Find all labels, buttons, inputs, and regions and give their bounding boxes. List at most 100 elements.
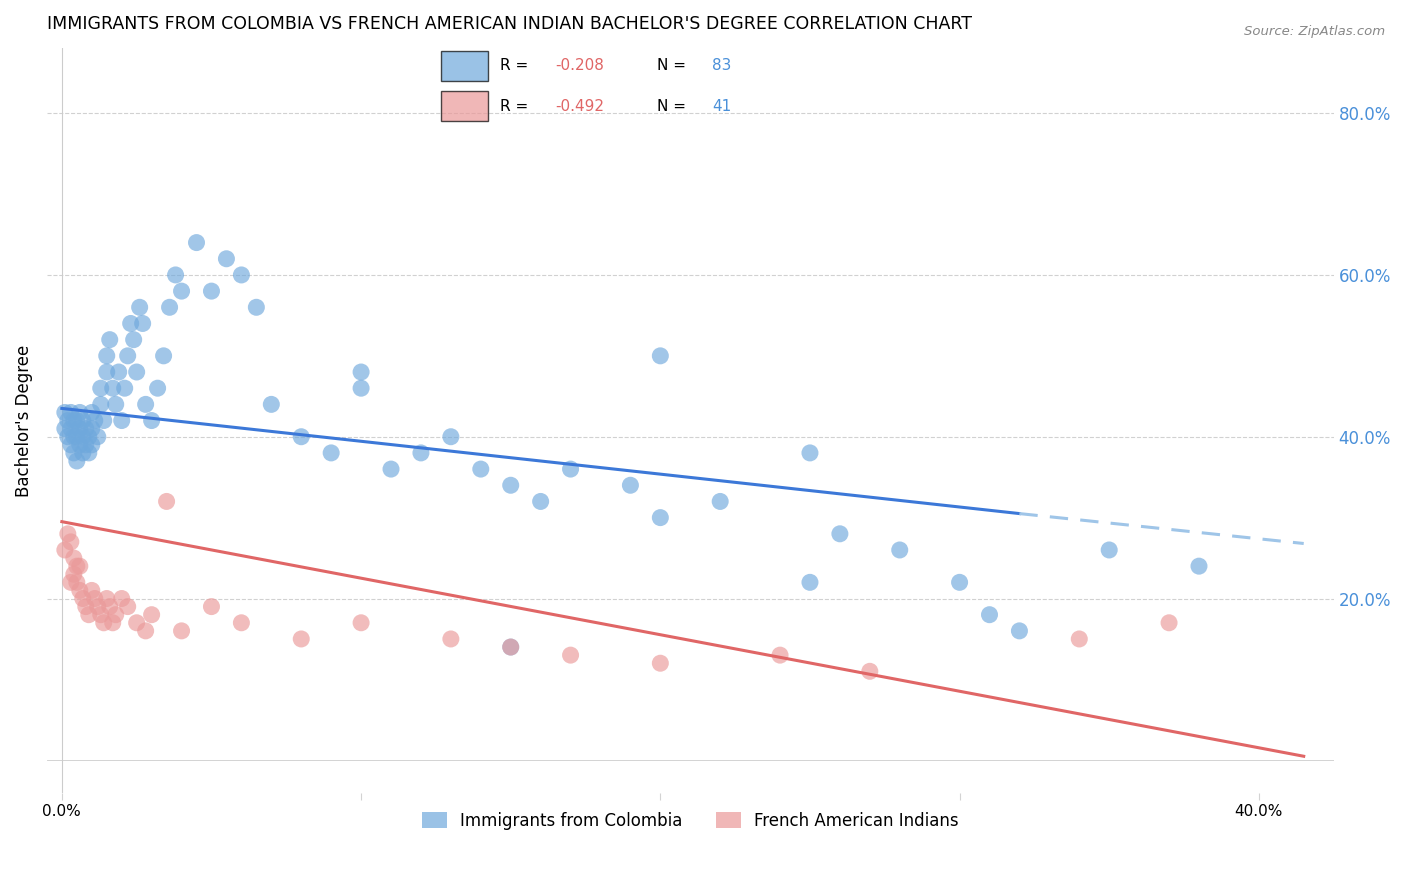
Text: -0.492: -0.492: [555, 98, 603, 113]
Text: IMMIGRANTS FROM COLOMBIA VS FRENCH AMERICAN INDIAN BACHELOR'S DEGREE CORRELATION: IMMIGRANTS FROM COLOMBIA VS FRENCH AMERI…: [46, 15, 972, 33]
Point: [231, 268, 253, 282]
Point: [117, 349, 139, 363]
Point: [90, 397, 112, 411]
Point: [75, 422, 97, 436]
Point: [101, 381, 124, 395]
Point: [200, 599, 222, 614]
Point: [59, 422, 82, 436]
Text: -0.208: -0.208: [555, 58, 603, 73]
Point: [59, 438, 82, 452]
Point: [619, 478, 641, 492]
Point: [53, 422, 76, 436]
Point: [83, 413, 105, 427]
Point: [114, 381, 136, 395]
Point: [66, 559, 89, 574]
Point: [155, 494, 177, 508]
Point: [799, 446, 821, 460]
Point: [1188, 559, 1211, 574]
Point: [98, 599, 121, 614]
Point: [83, 591, 105, 606]
Point: [77, 446, 100, 460]
Point: [350, 381, 373, 395]
Point: [69, 583, 91, 598]
Point: [63, 413, 86, 427]
Point: [245, 301, 267, 315]
Point: [66, 413, 89, 427]
Point: [59, 534, 82, 549]
Point: [260, 397, 283, 411]
Point: [499, 478, 522, 492]
Point: [470, 462, 492, 476]
Text: 41: 41: [713, 98, 731, 113]
Point: [104, 607, 127, 622]
Point: [135, 624, 157, 638]
Point: [59, 405, 82, 419]
Point: [165, 268, 187, 282]
Point: [530, 494, 553, 508]
Point: [152, 349, 174, 363]
Point: [125, 615, 148, 630]
Point: [72, 430, 94, 444]
Point: [290, 632, 312, 646]
Point: [122, 333, 145, 347]
Point: [98, 333, 121, 347]
Legend: Immigrants from Colombia, French American Indians: Immigrants from Colombia, French America…: [415, 805, 966, 837]
Point: [135, 397, 157, 411]
Point: [72, 413, 94, 427]
Point: [321, 446, 343, 460]
Point: [186, 235, 208, 250]
Point: [63, 567, 86, 582]
Point: [96, 365, 118, 379]
Point: [69, 559, 91, 574]
Point: [380, 462, 402, 476]
Point: [111, 413, 134, 427]
Point: [96, 349, 118, 363]
Point: [131, 317, 153, 331]
Point: [75, 599, 97, 614]
Point: [77, 607, 100, 622]
Point: [56, 526, 79, 541]
Point: [69, 438, 91, 452]
Point: [63, 430, 86, 444]
Point: [72, 591, 94, 606]
Point: [80, 583, 103, 598]
Point: [650, 657, 672, 671]
Point: [1008, 624, 1031, 638]
Text: R =: R =: [499, 58, 533, 73]
Point: [96, 591, 118, 606]
Point: [159, 301, 181, 315]
Point: [709, 494, 731, 508]
Point: [170, 624, 193, 638]
Y-axis label: Bachelor's Degree: Bachelor's Degree: [15, 344, 32, 497]
Point: [80, 422, 103, 436]
Point: [69, 405, 91, 419]
Point: [948, 575, 970, 590]
Point: [440, 632, 463, 646]
Point: [63, 446, 86, 460]
Text: N =: N =: [657, 98, 690, 113]
Point: [93, 615, 115, 630]
Text: Source: ZipAtlas.com: Source: ZipAtlas.com: [1244, 25, 1385, 38]
Point: [63, 551, 86, 566]
Point: [440, 430, 463, 444]
Text: 83: 83: [713, 58, 731, 73]
Point: [77, 430, 100, 444]
Point: [560, 462, 582, 476]
Point: [120, 317, 142, 331]
Point: [66, 430, 89, 444]
Point: [560, 648, 582, 662]
Point: [107, 365, 129, 379]
Point: [231, 615, 253, 630]
Point: [200, 284, 222, 298]
Point: [499, 640, 522, 654]
Point: [59, 575, 82, 590]
Text: R =: R =: [499, 98, 533, 113]
Text: N =: N =: [657, 58, 690, 73]
Point: [80, 438, 103, 452]
Point: [53, 405, 76, 419]
Point: [141, 413, 163, 427]
Point: [66, 454, 89, 468]
Point: [979, 607, 1001, 622]
Point: [828, 526, 851, 541]
FancyBboxPatch shape: [440, 52, 488, 81]
